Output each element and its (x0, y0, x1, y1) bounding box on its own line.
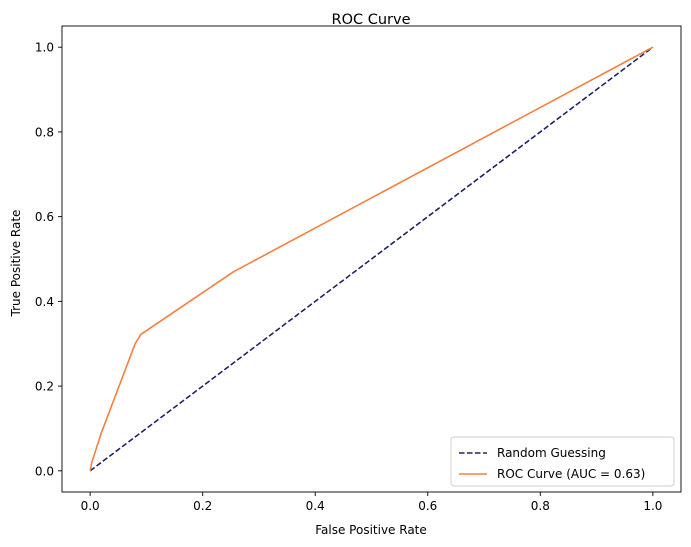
roc-curve-line (89, 46, 654, 471)
chart-title: ROC Curve (332, 12, 411, 28)
y-tick-label: 1.0 (35, 41, 54, 55)
y-tick-label: 0.8 (35, 125, 54, 139)
series-layer (89, 46, 654, 472)
y-tick-label: 0.6 (35, 210, 54, 224)
y-axis-ticks: 0.0 0.2 0.4 0.6 0.8 1.0 (35, 41, 62, 478)
legend-label-random-guessing: Random Guessing (497, 446, 606, 460)
x-axis-ticks: 0.0 0.2 0.4 0.6 0.8 1.0 (81, 492, 662, 513)
legend-box (450, 436, 675, 487)
x-tick-label: 0.0 (81, 499, 100, 513)
y-axis-label: True Positive Rate (9, 210, 23, 318)
x-tick-label: 0.6 (418, 499, 437, 513)
x-axis-label: False Positive Rate (315, 523, 427, 537)
x-tick-label: 0.2 (193, 499, 212, 513)
random-guessing-line (89, 46, 654, 472)
legend-label-roc-curve: ROC Curve (AUC = 0.63) (497, 467, 645, 481)
y-tick-label: 0.0 (35, 464, 54, 478)
x-tick-label: 1.0 (643, 499, 662, 513)
y-tick-label: 0.2 (35, 380, 54, 394)
y-tick-label: 0.4 (35, 295, 54, 309)
legend: Random Guessing ROC Curve (AUC = 0.63) (450, 436, 675, 487)
x-tick-label: 0.8 (531, 499, 550, 513)
x-tick-label: 0.4 (306, 499, 325, 513)
